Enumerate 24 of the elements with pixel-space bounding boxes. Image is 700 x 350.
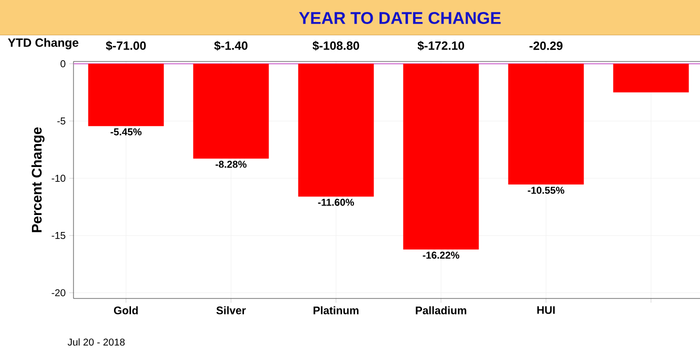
x-tick-label: Platinum [314,306,358,314]
x-tick-label: Gold [114,306,138,314]
text: YTD Change [8,38,78,50]
data-label: -10.55% [528,186,564,194]
text: $-108.80 [312,40,360,51]
text: $-71.00 [106,40,146,51]
text: -20.29 [530,42,563,50]
data-label: -8.28% [216,160,247,168]
text: $-172.10 [418,40,464,51]
y-tick-label: -5 [57,118,66,124]
y-tick-label: 0 [60,60,66,68]
data-label: -5.45% [110,128,142,136]
y-tick-label: -15 [52,232,66,239]
x-tick-label: Palladium [416,306,466,314]
data-label: -16.22% [422,252,460,259]
text: $-1.40 [214,40,248,51]
y-axis-title: Percent Change [31,127,44,232]
data-label: -11.60% [318,198,354,206]
x-tick-label: HUI [537,306,555,314]
chart-title: YEAR TO DATE CHANGE [298,12,501,24]
y-tick-label: -10 [52,174,66,182]
text: Jul 20 - 2018 [68,338,125,346]
x-tick-label: Silver [216,306,246,314]
y-tick-label: -20 [52,289,66,296]
